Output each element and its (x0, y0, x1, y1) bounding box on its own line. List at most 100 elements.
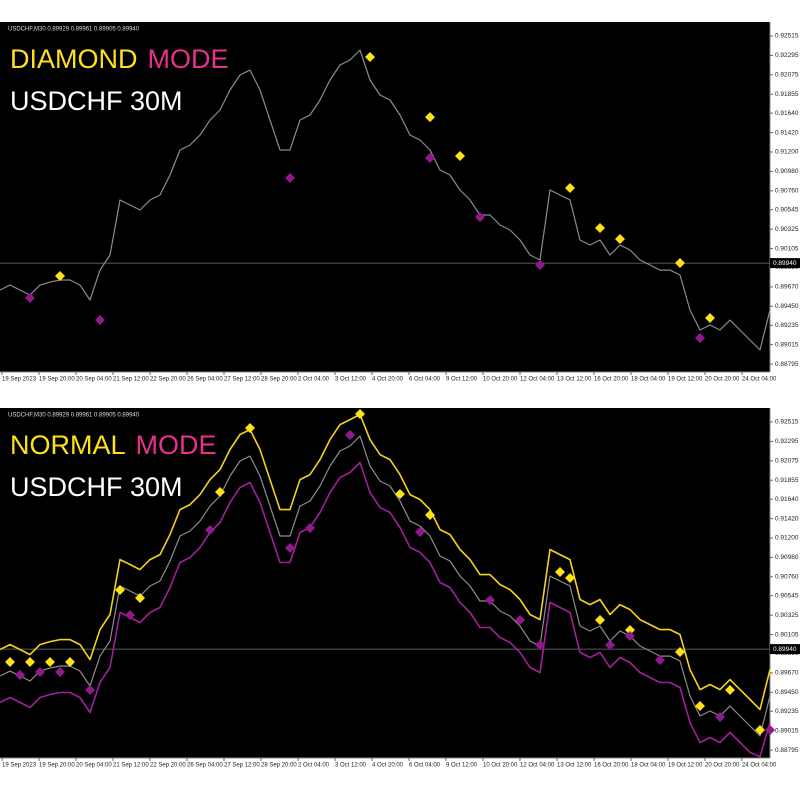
diamond-marker (425, 510, 435, 521)
diamond-marker (755, 725, 765, 736)
y-tick-label: 0.90545 (775, 592, 799, 599)
plot-background (0, 408, 770, 758)
diamond-marker (565, 183, 575, 194)
x-tick-label: 18 Oct 04:00 (631, 763, 666, 769)
chart-subtitle: USDCHF 30M (10, 472, 183, 502)
diamond-marker (595, 222, 605, 233)
diamond-marker (725, 685, 735, 696)
x-tick-label: 12 Oct 04:00 (520, 763, 555, 769)
x-tick-label: 28 Sep 20:00 (261, 763, 297, 769)
price-line (0, 435, 771, 737)
chart-title: NORMAL MODE (10, 430, 217, 460)
x-tick-label: 2 Oct 04:00 (298, 763, 330, 769)
diamond-marker (625, 631, 635, 642)
x-tick-label: 2 Oct 04:00 (298, 377, 330, 383)
diamond-marker (355, 408, 365, 419)
x-tick-label: 18 Oct 04:00 (631, 377, 666, 383)
y-tick-label: 0.92075 (775, 72, 799, 79)
x-tick-label: 20 Sep 04:00 (76, 377, 112, 383)
x-tick-label: 12 Oct 04:00 (520, 377, 555, 383)
diamond-marker (35, 667, 45, 678)
x-tick-label: 9 Oct 12:00 (446, 377, 478, 383)
x-tick-label: 9 Oct 12:00 (446, 763, 478, 769)
diamond-marker (475, 212, 485, 223)
x-tick-label: 13 Oct 12:00 (557, 763, 592, 769)
x-tick-label: 19 Sep 2023 (2, 763, 37, 769)
diamond-marker (215, 487, 225, 498)
x-tick-label: 6 Oct 04:00 (409, 763, 441, 769)
title-word: DIAMOND (10, 44, 138, 74)
y-tick-label: 0.91420 (775, 129, 799, 136)
diamond-marker (305, 523, 315, 534)
diamond-marker (135, 593, 145, 604)
diamond-marker (365, 52, 375, 63)
diamond-marker (705, 313, 715, 324)
chart-header: USDCHF,M30 0.89929 0.89961 0.89905 0.899… (8, 413, 140, 419)
diamond-marker (535, 260, 545, 271)
x-tick-label: 3 Oct 12:00 (335, 763, 367, 769)
y-tick-label: 0.90325 (775, 612, 799, 619)
x-tick-label: 24 Oct 04:00 (742, 377, 777, 383)
diamond-marker (45, 657, 55, 668)
diamond-marker (675, 258, 685, 269)
y-tick-label: 0.92515 (775, 33, 799, 40)
diamond-marker (485, 595, 495, 606)
x-tick-label: 26 Sep 04:00 (187, 763, 223, 769)
title-word: NORMAL (10, 430, 126, 460)
x-tick-label: 22 Sep 20:00 (150, 377, 186, 383)
title-word: MODE (136, 430, 217, 460)
diamond-marker (555, 567, 565, 578)
diamond-marker (765, 725, 775, 736)
x-tick-label: 16 Oct 20:00 (594, 763, 629, 769)
diamond-marker (425, 152, 435, 163)
y-tick-label: 0.91640 (775, 496, 799, 503)
last-price-label: 0.89940 (773, 260, 797, 267)
y-tick-label: 0.90105 (775, 631, 799, 638)
y-tick-label: 0.91200 (775, 149, 799, 156)
y-tick-label: 0.91855 (775, 91, 799, 98)
y-tick-label: 0.90325 (775, 226, 799, 233)
diamond-marker (95, 315, 105, 326)
x-tick-label: 20 Oct 20:00 (705, 377, 740, 383)
diamond-marker (285, 543, 295, 554)
x-tick-label: 21 Sep 12:00 (113, 377, 149, 383)
diamond-marker (675, 647, 685, 658)
chart-title: DIAMOND MODE (10, 44, 229, 74)
diamond-marker (425, 112, 435, 123)
y-tick-label: 0.89670 (775, 670, 799, 677)
chart-panel: 0.92515 0.92295 0.92075 0.91855 0.91640 0.914… (0, 408, 800, 769)
y-tick-label: 0.89015 (775, 341, 799, 348)
y-tick-label: 0.90980 (775, 168, 799, 175)
x-tick-label: 19 Sep 20:00 (39, 763, 75, 769)
y-tick-label: 0.92295 (775, 52, 799, 59)
diamond-marker (5, 657, 15, 668)
y-tick-label: 0.88795 (775, 361, 799, 368)
diamond-marker (285, 172, 295, 183)
x-tick-label: 21 Sep 12:00 (113, 763, 149, 769)
diamond-marker (115, 585, 125, 596)
plot-background (0, 22, 770, 372)
x-tick-label: 20 Oct 20:00 (705, 763, 740, 769)
y-tick-label: 0.89015 (775, 727, 799, 734)
y-tick-label: 0.91200 (775, 535, 799, 542)
y-tick-label: 0.92295 (775, 438, 799, 445)
x-tick-label: 19 Sep 20:00 (39, 377, 75, 383)
y-tick-label: 0.89235 (775, 708, 799, 715)
x-tick-label: 4 Oct 20:00 (372, 377, 404, 383)
diamond-marker (605, 640, 615, 651)
x-tick-label: 20 Sep 04:00 (76, 763, 112, 769)
diamond-marker (515, 614, 525, 625)
chart-panel: 0.92515 0.92295 0.92075 0.91855 0.91640 0.914… (0, 22, 800, 383)
x-tick-label: 19 Sep 2023 (2, 377, 37, 383)
x-tick-label: 13 Oct 12:00 (557, 377, 592, 383)
diamond-marker (15, 670, 25, 681)
x-tick-label: 27 Sep 12:00 (224, 377, 260, 383)
diamond-marker (65, 657, 75, 668)
diamond-marker (595, 614, 605, 625)
y-tick-label: 0.90105 (775, 245, 799, 252)
diamond-marker (625, 625, 635, 636)
y-tick-label: 0.90760 (775, 574, 799, 581)
diamond-marker (695, 701, 705, 712)
diamond-marker (535, 640, 545, 651)
